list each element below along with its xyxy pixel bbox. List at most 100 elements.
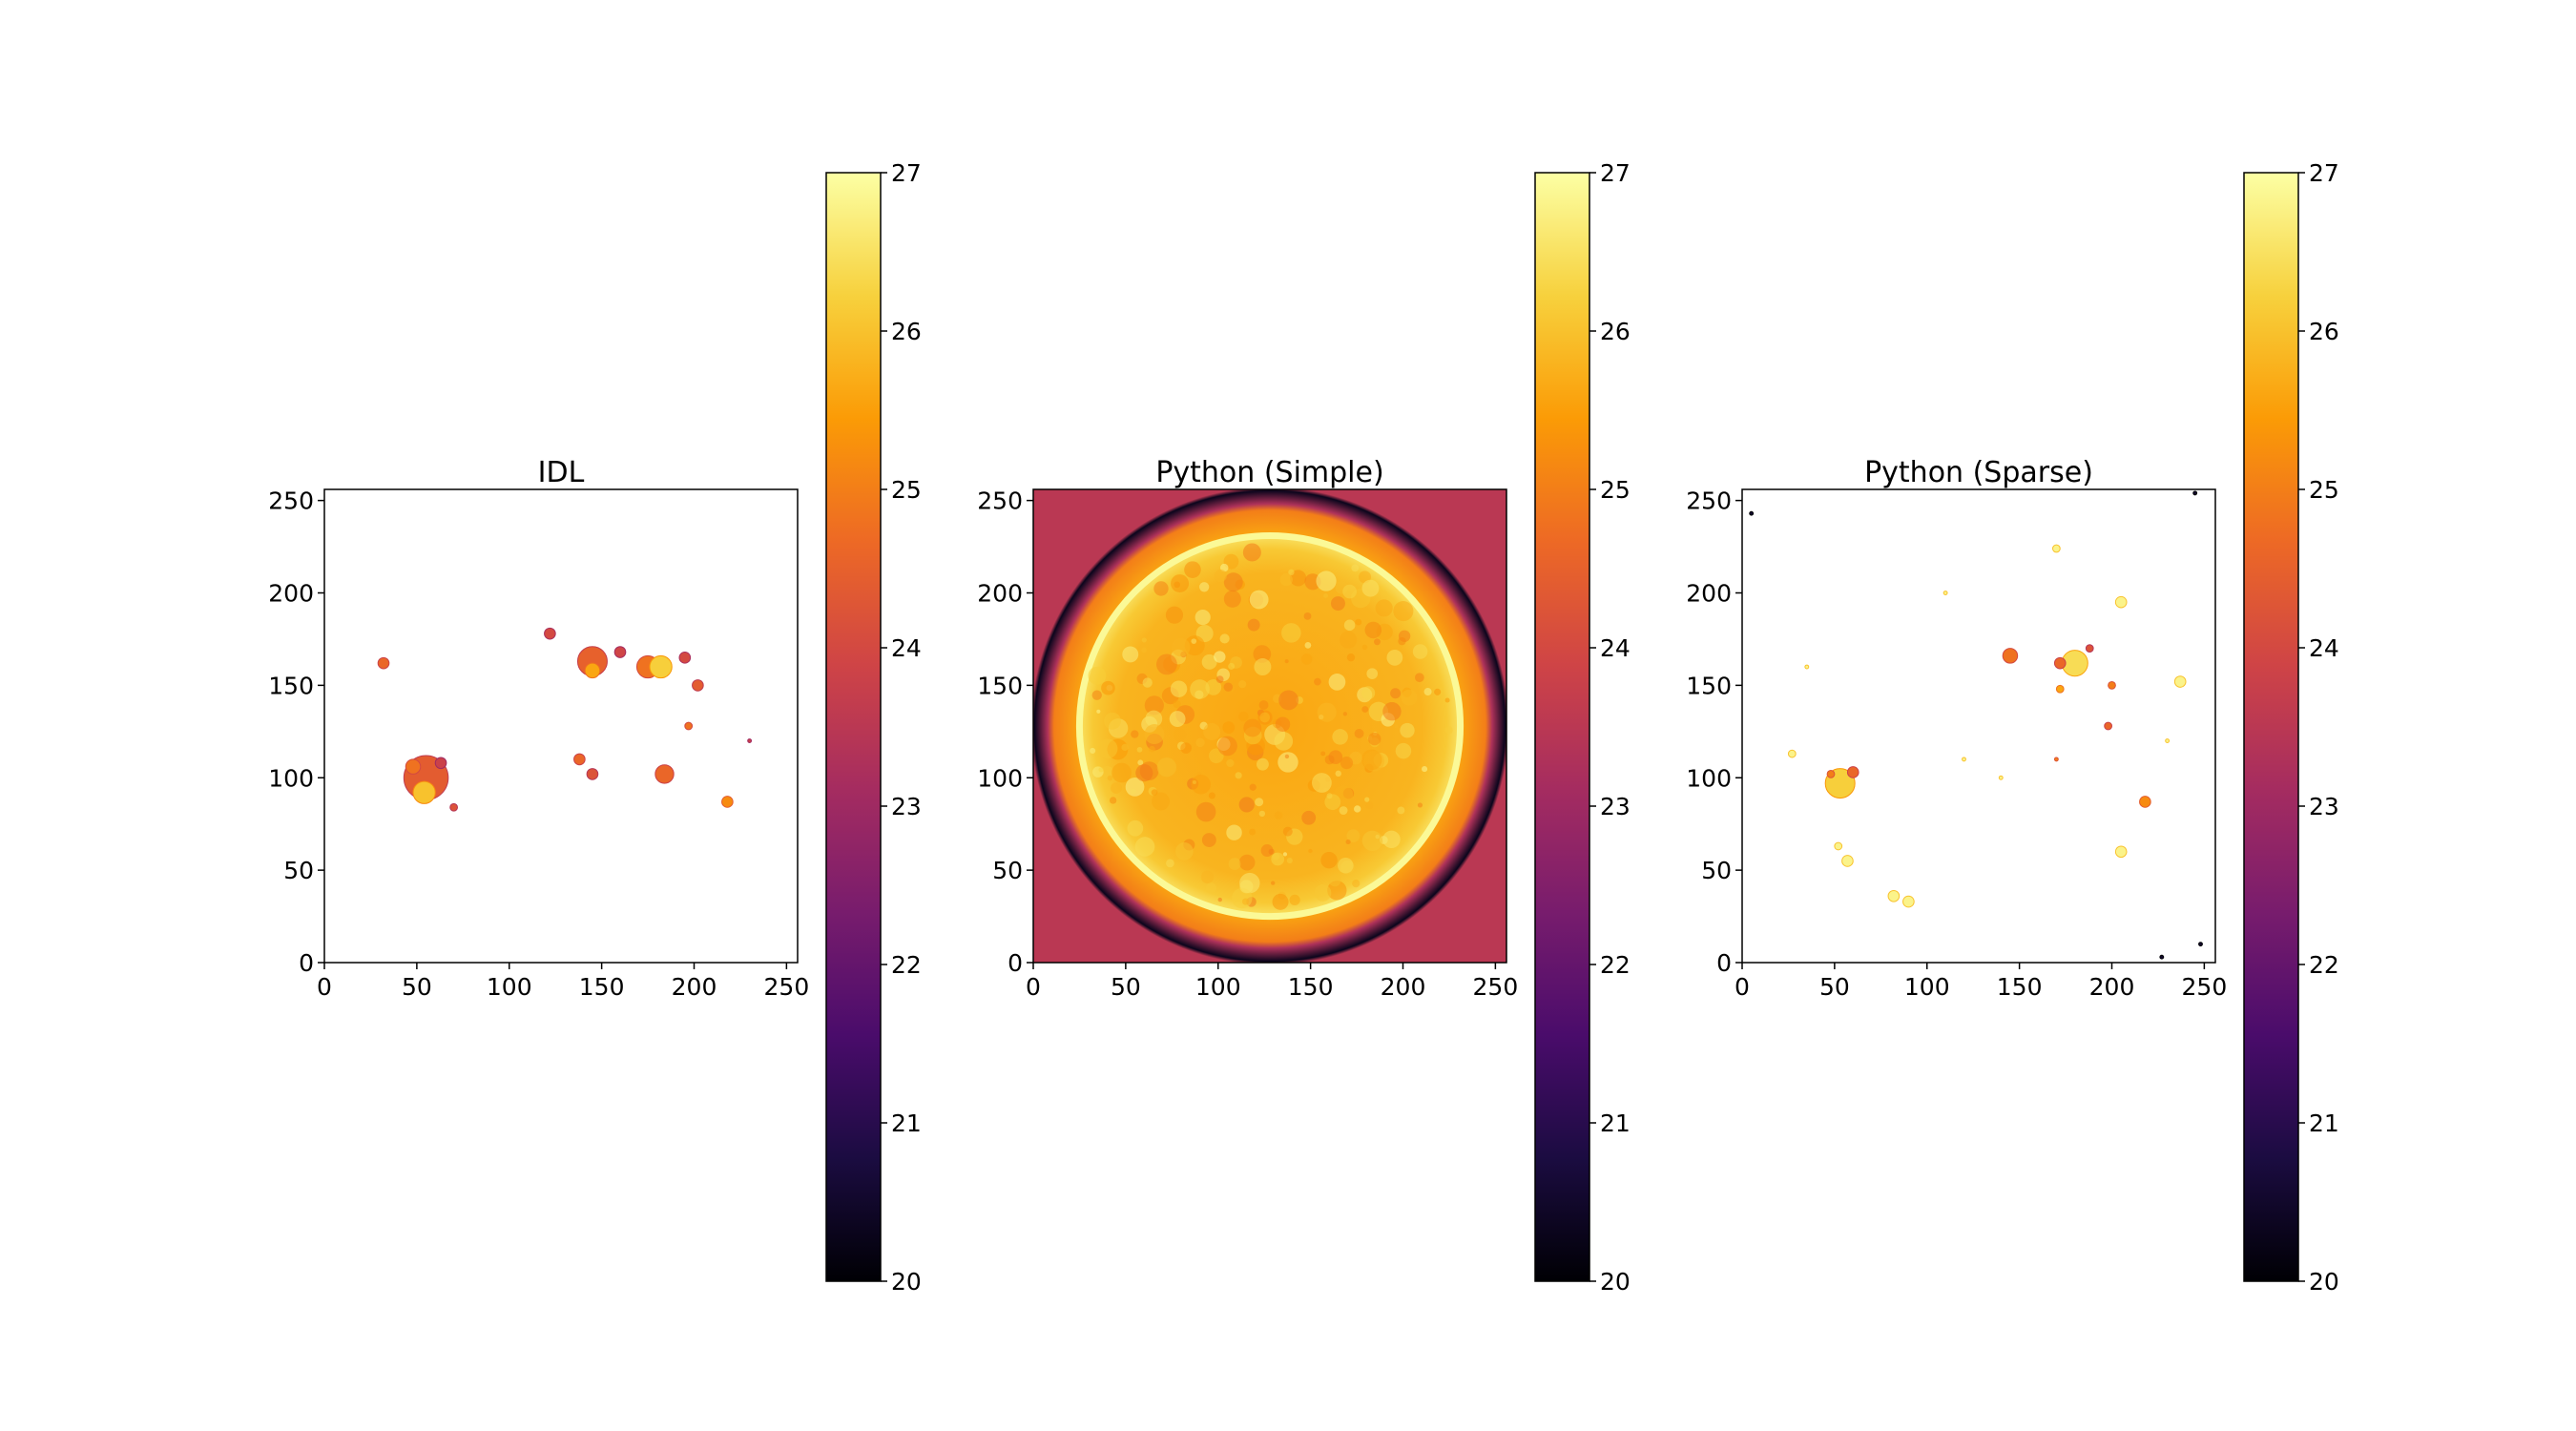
heatmap-image xyxy=(1749,490,2203,960)
y-tick-label: 150 xyxy=(268,672,314,699)
y-tick-label: 200 xyxy=(1686,580,1732,608)
disk-texture xyxy=(1343,619,1356,632)
disk-texture xyxy=(1215,675,1224,684)
x-tick-label: 0 xyxy=(1026,973,1041,1001)
disk-texture xyxy=(1098,767,1104,773)
data-blob xyxy=(1787,749,1797,758)
disk-texture xyxy=(1195,737,1205,748)
disk-texture xyxy=(1373,638,1381,646)
panel-1: 0 50 100 150 200 250 0 50 100 150 200 250 IDL 20 21 22 2… xyxy=(268,159,922,1296)
disk-texture xyxy=(1361,749,1382,771)
disk-texture xyxy=(1303,612,1312,620)
disk-texture xyxy=(1394,724,1399,729)
colorbar-frame xyxy=(2243,172,2299,1282)
disk-texture xyxy=(1101,680,1115,695)
data-blob xyxy=(678,652,692,664)
panel-2: 0 50 100 150 200 250 0 50 100 150 200 250 Python (Si… xyxy=(977,159,1631,1296)
x-tick-label: 100 xyxy=(1195,973,1241,1001)
data-blob xyxy=(1826,770,1836,778)
colorbar-tick-label: 20 xyxy=(1600,1268,1631,1296)
disk-texture xyxy=(1361,830,1383,852)
data-blob xyxy=(412,780,436,804)
y-tick-label: 150 xyxy=(1686,672,1732,699)
disk-texture xyxy=(1352,880,1361,888)
disk-texture xyxy=(1243,718,1262,737)
disk-texture xyxy=(1109,797,1117,804)
disk-texture xyxy=(1256,757,1269,771)
x-tick-label: 100 xyxy=(487,973,532,1001)
disk-texture xyxy=(1271,881,1276,885)
x-tick-label: 0 xyxy=(1735,973,1750,1001)
disk-texture xyxy=(1361,706,1369,713)
data-blob xyxy=(405,758,422,775)
disk-texture xyxy=(1226,758,1235,768)
disk-texture xyxy=(1195,609,1211,626)
axes-frame xyxy=(1032,488,1507,964)
data-blob xyxy=(2085,644,2094,653)
disk-texture xyxy=(1121,743,1129,752)
disk-texture xyxy=(1328,874,1341,887)
disk-texture xyxy=(1222,721,1236,735)
disk-texture xyxy=(1386,649,1403,666)
data-blob xyxy=(684,721,694,731)
x-tick-label: 250 xyxy=(1473,973,1519,1001)
colorbar-tick-label: 22 xyxy=(891,951,922,979)
disk-texture xyxy=(1308,848,1313,854)
data-blob xyxy=(2002,648,2019,664)
disk-texture xyxy=(1223,590,1241,608)
disk-texture xyxy=(1201,833,1216,847)
data-blob xyxy=(2165,738,2171,743)
data-blob xyxy=(1846,766,1859,778)
y-tick-label: 250 xyxy=(1686,487,1732,515)
x-tick-label: 50 xyxy=(1819,973,1850,1001)
data-blob xyxy=(2139,796,2151,808)
disk-texture xyxy=(1214,651,1226,663)
y-tick-label: 50 xyxy=(992,857,1023,884)
disk-texture xyxy=(1169,711,1186,727)
colorbar-frame xyxy=(1534,172,1590,1282)
disk-texture xyxy=(1328,674,1346,691)
data-blob xyxy=(2159,954,2165,960)
disk-texture xyxy=(1274,732,1294,751)
disk-texture xyxy=(1235,772,1242,779)
y-tick-label: 0 xyxy=(1008,949,1023,977)
disk-texture xyxy=(1320,751,1326,757)
disk-texture xyxy=(1282,852,1288,857)
y-tick-label: 100 xyxy=(1686,764,1732,792)
disk-texture xyxy=(1203,723,1221,740)
disk-texture xyxy=(1192,779,1196,785)
disk-texture xyxy=(1152,792,1171,811)
disk-texture xyxy=(1255,798,1264,807)
disk-texture xyxy=(1361,644,1368,651)
data-blob xyxy=(1804,664,1810,670)
disk-texture xyxy=(1239,880,1254,894)
data-blob xyxy=(449,802,458,812)
x-tick-label: 250 xyxy=(2182,973,2228,1001)
colorbar-tick-label: 24 xyxy=(891,634,922,662)
disk-texture xyxy=(1097,738,1118,759)
disk-texture xyxy=(1217,736,1237,757)
disk-texture xyxy=(1142,677,1153,688)
disk-texture xyxy=(1434,688,1442,695)
disk-texture xyxy=(1314,884,1332,902)
colorbar-tick-label: 21 xyxy=(1600,1110,1631,1137)
data-blob xyxy=(2053,757,2059,762)
disk-texture xyxy=(1247,618,1260,632)
data-blob xyxy=(2052,544,2061,553)
disk-texture xyxy=(1444,726,1453,735)
disk-texture xyxy=(1208,792,1215,799)
disk-texture xyxy=(1290,570,1307,587)
colorbar-tick-label: 25 xyxy=(2309,476,2339,504)
disk-texture xyxy=(1323,592,1329,598)
disk-texture xyxy=(1104,712,1121,730)
disk-texture xyxy=(1335,770,1341,778)
colorbar-tick-label: 25 xyxy=(891,476,922,504)
disk-texture xyxy=(1238,854,1256,871)
y-tick-label: 0 xyxy=(1716,949,1732,977)
disk-texture xyxy=(1340,757,1354,770)
colorbar-tick-label: 27 xyxy=(2309,159,2339,187)
data-blob xyxy=(1902,895,1915,908)
y-tick-label: 100 xyxy=(268,764,314,792)
data-blob xyxy=(434,757,447,770)
x-tick-label: 0 xyxy=(317,973,332,1001)
